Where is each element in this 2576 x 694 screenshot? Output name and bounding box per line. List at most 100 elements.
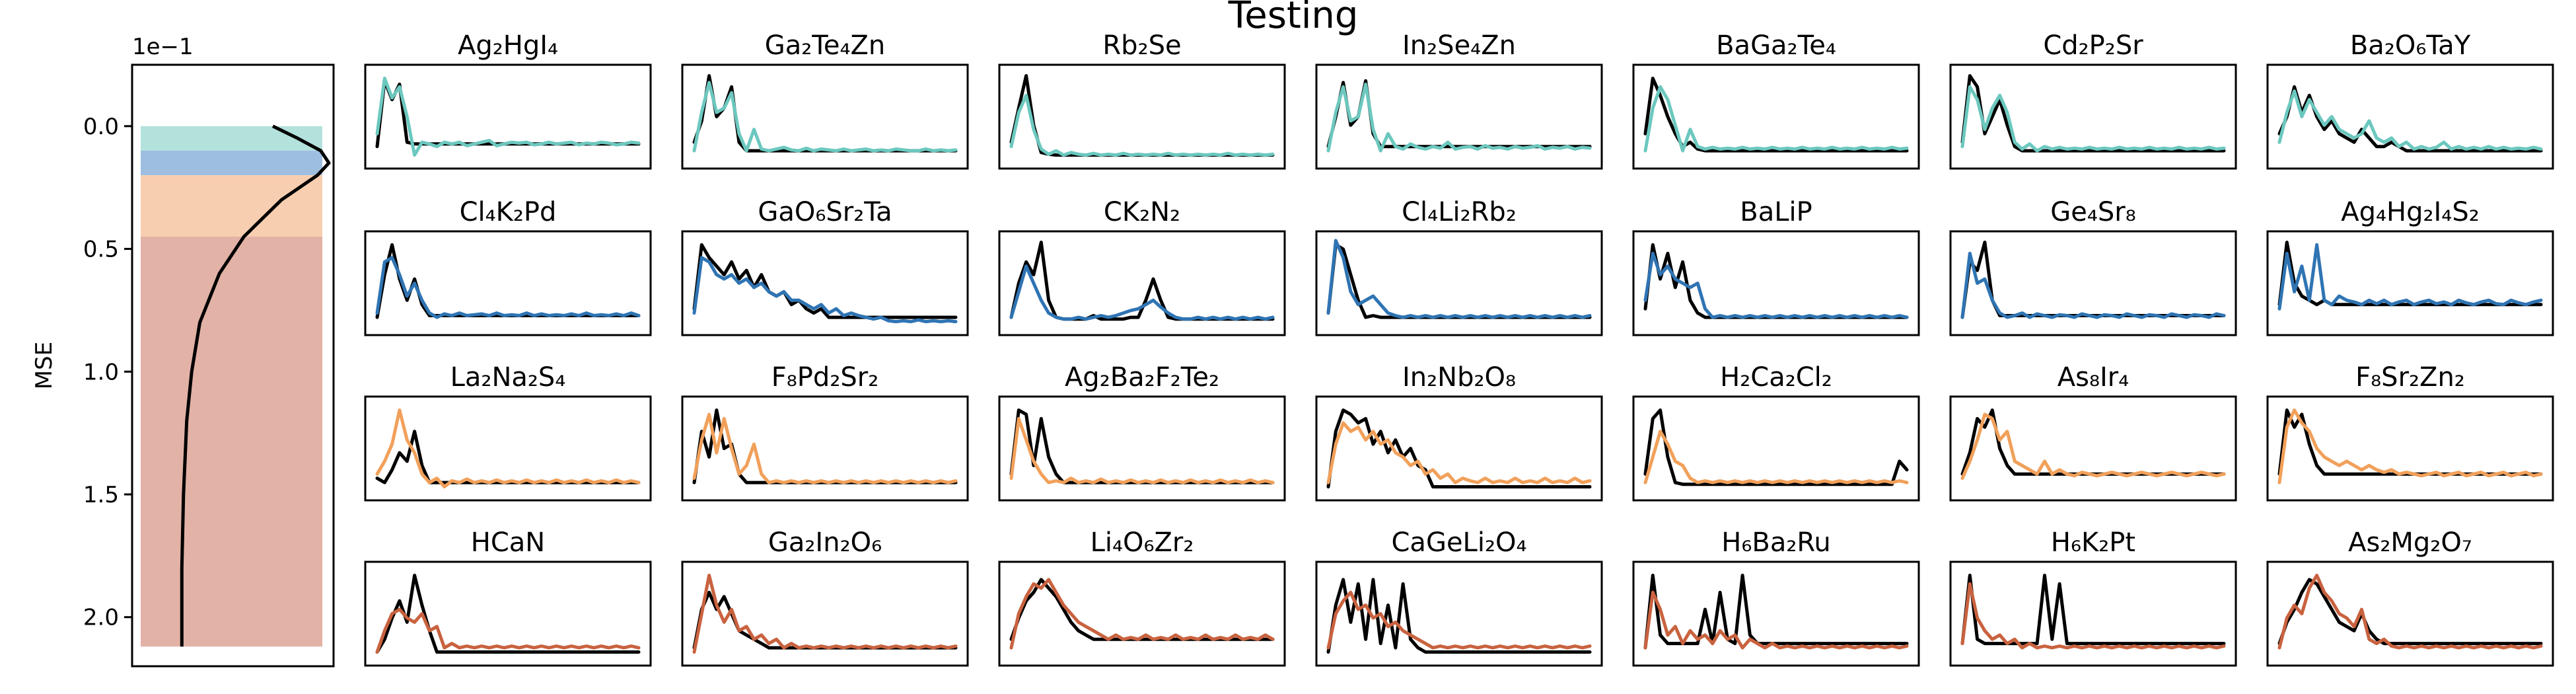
spectrum-panel: F₈Pd₂Sr₂ xyxy=(681,362,969,502)
prediction-line xyxy=(1326,590,1592,650)
spectrum-panel: BaLiP xyxy=(1632,197,1920,336)
panel-title: Rb₂Se xyxy=(1102,30,1181,61)
panel-title: F₈Pd₂Sr₂ xyxy=(771,362,878,393)
panel-frame xyxy=(998,395,1286,502)
spectrum-panel: Ag₂HgI₄ xyxy=(364,30,652,170)
spectrum-panel: La₂Na₂S₄ xyxy=(364,362,652,502)
mse-axis-label: MSE xyxy=(31,342,57,389)
panel-frame xyxy=(1949,230,2237,336)
prediction-line xyxy=(1643,430,1909,484)
prediction-line xyxy=(2277,243,2543,311)
panel-title: BaGa₂Te₄ xyxy=(1716,30,1836,61)
spectrum-panel: CaGeLi₂O₄ xyxy=(1315,527,1603,667)
spectrum-panel: GaO₆Sr₂Ta xyxy=(681,197,969,336)
prediction-line xyxy=(1643,85,1909,153)
truth-line xyxy=(375,574,641,654)
panel-frame xyxy=(2266,560,2554,667)
spectrum-panel: F₈Sr₂Zn₂ xyxy=(2266,362,2554,502)
prediction-line xyxy=(692,412,958,484)
panel-title: In₂Nb₂O₈ xyxy=(1402,362,1516,393)
panel-title: H₆Ba₂Ru xyxy=(1721,527,1830,558)
prediction-line xyxy=(1326,421,1592,484)
spectrum-panel: In₂Nb₂O₈ xyxy=(1315,362,1603,502)
prediction-line xyxy=(1960,251,2226,319)
panel-title: H₂Ca₂Cl₂ xyxy=(1720,362,1832,393)
prediction-line xyxy=(1009,578,1275,650)
spectrum-panel: CK₂N₂ xyxy=(998,197,1286,336)
prediction-line xyxy=(375,408,641,488)
mse-tick-label: 2.0 xyxy=(83,605,119,631)
panel-frame xyxy=(1315,395,1603,502)
panel-title: BaLiP xyxy=(1740,197,1812,227)
spectrum-panel: As₈Ir₄ xyxy=(1949,362,2237,502)
truth-line xyxy=(1643,574,1909,650)
prediction-line xyxy=(1326,83,1592,153)
panel-title: Ba₂O₆TaY xyxy=(2350,30,2471,61)
truth-line xyxy=(1326,578,1592,654)
prediction-line xyxy=(1643,251,1909,319)
spectrum-panel: Ga₂In₂O₆ xyxy=(681,527,969,667)
mse-band-2 xyxy=(141,175,322,237)
panel-frame xyxy=(1949,560,2237,667)
spectrum-panel: Li₄O₆Zr₂ xyxy=(998,527,1286,667)
mse-band-0 xyxy=(141,126,322,151)
truth-line xyxy=(1960,74,2226,153)
panel-frame xyxy=(1949,395,2237,502)
panel-title: F₈Sr₂Zn₂ xyxy=(2355,362,2465,393)
truth-line xyxy=(1326,408,1592,488)
spectrum-panel: Cd₂P₂Sr xyxy=(1949,30,2237,170)
panel-title: In₂Se₄Zn xyxy=(1402,30,1516,61)
panel-frame xyxy=(998,560,1286,667)
panel-frame xyxy=(681,230,969,336)
panel-frame xyxy=(681,63,969,170)
panel-title: La₂Na₂S₄ xyxy=(450,362,566,393)
prediction-line xyxy=(2277,574,2543,650)
prediction-line xyxy=(1960,582,2226,650)
spectrum-panel: Cl₄K₂Pd xyxy=(364,197,652,336)
mse-distribution-panel: 0.0 0.5 1.0 1.5 2.0 1e−1 MSE xyxy=(31,34,335,668)
mse-band-3 xyxy=(141,237,322,647)
prediction-line xyxy=(692,81,958,153)
panel-title: Ag₂HgI₄ xyxy=(458,30,558,61)
mse-tick-label: 0.5 xyxy=(83,237,119,263)
figure-title: Testing xyxy=(1228,0,1359,37)
panel-frame xyxy=(364,230,652,336)
spectrum-panel: H₆K₂Pt xyxy=(1949,527,2237,667)
prediction-line xyxy=(375,77,641,157)
mse-tick-label: 1.0 xyxy=(83,359,119,385)
panel-title: HCaN xyxy=(471,527,545,558)
prediction-line xyxy=(1960,412,2226,481)
mse-tick-label: 0.0 xyxy=(83,114,119,140)
panel-title: Cd₂P₂Sr xyxy=(2043,30,2143,61)
panel-title: Cl₄Li₂Rb₂ xyxy=(1402,197,1517,227)
prediction-line xyxy=(692,574,958,654)
panel-title: Li₄O₆Zr₂ xyxy=(1091,527,1194,558)
panel-frame xyxy=(2266,63,2554,170)
prediction-line xyxy=(375,607,641,654)
prediction-line xyxy=(1960,85,2226,153)
panel-title: CaGeLi₂O₄ xyxy=(1392,527,1527,558)
panel-title: Ga₂Te₄Zn xyxy=(765,30,886,61)
spectrum-panel: H₆Ba₂Ru xyxy=(1632,527,1920,667)
spectrum-panel: HCaN xyxy=(364,527,652,667)
prediction-line xyxy=(2277,89,2543,151)
spectrum-panel: Ag₂Ba₂F₂Te₂ xyxy=(998,362,1286,502)
panel-frame xyxy=(364,395,652,502)
prediction-line xyxy=(692,256,958,324)
panel-title: Ge₄Sr₈ xyxy=(2050,197,2136,227)
mse-band-1 xyxy=(141,151,322,176)
truth-line xyxy=(1643,77,1909,153)
prediction-line xyxy=(375,256,641,319)
spectrum-panel: In₂Se₄Zn xyxy=(1315,30,1603,170)
panel-frame xyxy=(1315,230,1603,336)
spectrum-panel: H₂Ca₂Cl₂ xyxy=(1632,362,1920,502)
spectrum-panel: Ge₄Sr₈ xyxy=(1949,197,2237,336)
prediction-line xyxy=(1326,239,1592,319)
panel-title: As₈Ir₄ xyxy=(2057,362,2129,393)
panel-frame xyxy=(681,560,969,667)
panel-title: As₂Mg₂O₇ xyxy=(2348,527,2472,558)
prediction-line xyxy=(1009,416,1275,484)
prediction-line xyxy=(2277,408,2543,484)
truth-line xyxy=(692,243,958,319)
